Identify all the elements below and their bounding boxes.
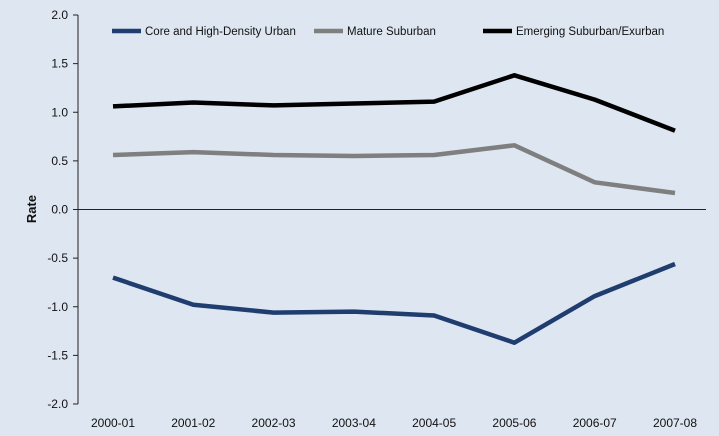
series-line-1	[112, 143, 676, 196]
legend-label: Mature Suburban	[347, 26, 436, 38]
x-tick-label: 2003-04	[332, 416, 376, 430]
y-tick-label: -2.0	[47, 397, 68, 411]
series-line-2	[112, 73, 676, 133]
axes: -2.0 -1.5 -1.0 -0.5 0.0 0.5 1.0 1.5 2.0 2000-01 20…	[47, 8, 706, 430]
x-tick-label: 2000-01	[91, 416, 135, 430]
legend-label: Core and High-Density Urban	[145, 26, 296, 38]
y-axis-title: Rate	[24, 195, 39, 223]
y-tick-label: -1.5	[47, 348, 68, 362]
y-tick-label: 2.0	[51, 8, 68, 22]
series-lines	[112, 73, 676, 345]
y-tick-label: -0.5	[47, 251, 68, 265]
legend: Core and High-Density Urban Mature Suburb…	[112, 26, 664, 38]
y-tick-label: 1.0	[51, 105, 68, 119]
x-tick-label: 2004-05	[412, 416, 456, 430]
y-tick-label: -1.0	[47, 300, 68, 314]
x-tick-label: 2002-03	[252, 416, 296, 430]
series-line-0	[112, 261, 676, 345]
x-tick-label: 2007-08	[653, 416, 697, 430]
y-tick-label: 1.5	[51, 57, 68, 71]
y-tick-label: 0.5	[51, 154, 68, 168]
x-tick-label: 2001-02	[171, 416, 215, 430]
x-tick-label: 2006-07	[573, 416, 617, 430]
x-tick-label: 2005-06	[492, 416, 536, 430]
legend-label: Emerging Suburban/Exurban	[516, 26, 664, 38]
y-tick-label: 0.0	[51, 203, 68, 217]
